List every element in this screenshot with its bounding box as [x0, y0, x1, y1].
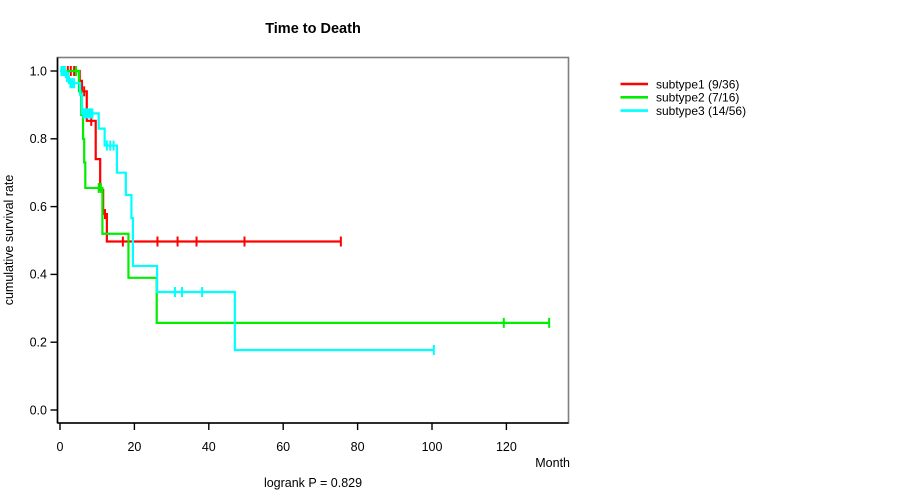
- y-tick-label: 1.0: [30, 64, 47, 78]
- y-tick-label: 0.0: [30, 403, 47, 417]
- subtitle-logrank: logrank P = 0.829: [264, 476, 362, 490]
- legend: subtype1 (9/36)subtype2 (7/16)subtype3 (…: [620, 77, 746, 118]
- legend-label-subtype2: subtype2 (7/16): [656, 91, 739, 105]
- x-tick-label: 20: [127, 440, 141, 454]
- x-tick-label: 60: [276, 440, 290, 454]
- legend-label-subtype3: subtype3 (14/56): [656, 104, 746, 118]
- x-axis-title: Month: [535, 456, 570, 470]
- plot-title: Time to Death: [265, 21, 361, 37]
- x-tick-label: 120: [496, 440, 517, 454]
- y-tick-label: 0.4: [30, 268, 47, 282]
- axes: 0.0 0.2 0.4 0.6 0.8 1.0 0 20 40 60 80 100 120: [30, 56, 570, 454]
- survival-curves: [60, 66, 551, 355]
- subtype3-curve: [60, 69, 434, 352]
- legend-label-subtype1: subtype1 (9/36): [656, 77, 739, 91]
- x-tick-label: 80: [351, 440, 365, 454]
- x-tick-label: 40: [202, 440, 216, 454]
- y-axis-title: cumulative survival rate: [2, 175, 16, 306]
- x-tick-label: 0: [57, 440, 64, 454]
- subtype2-curve: [60, 69, 550, 324]
- plot-box-border: [56, 56, 570, 424]
- y-tick-label: 0.8: [30, 132, 47, 146]
- y-tick-label: 0.2: [30, 336, 47, 350]
- y-tick-label: 0.6: [30, 200, 47, 214]
- x-tick-label: 100: [422, 440, 443, 454]
